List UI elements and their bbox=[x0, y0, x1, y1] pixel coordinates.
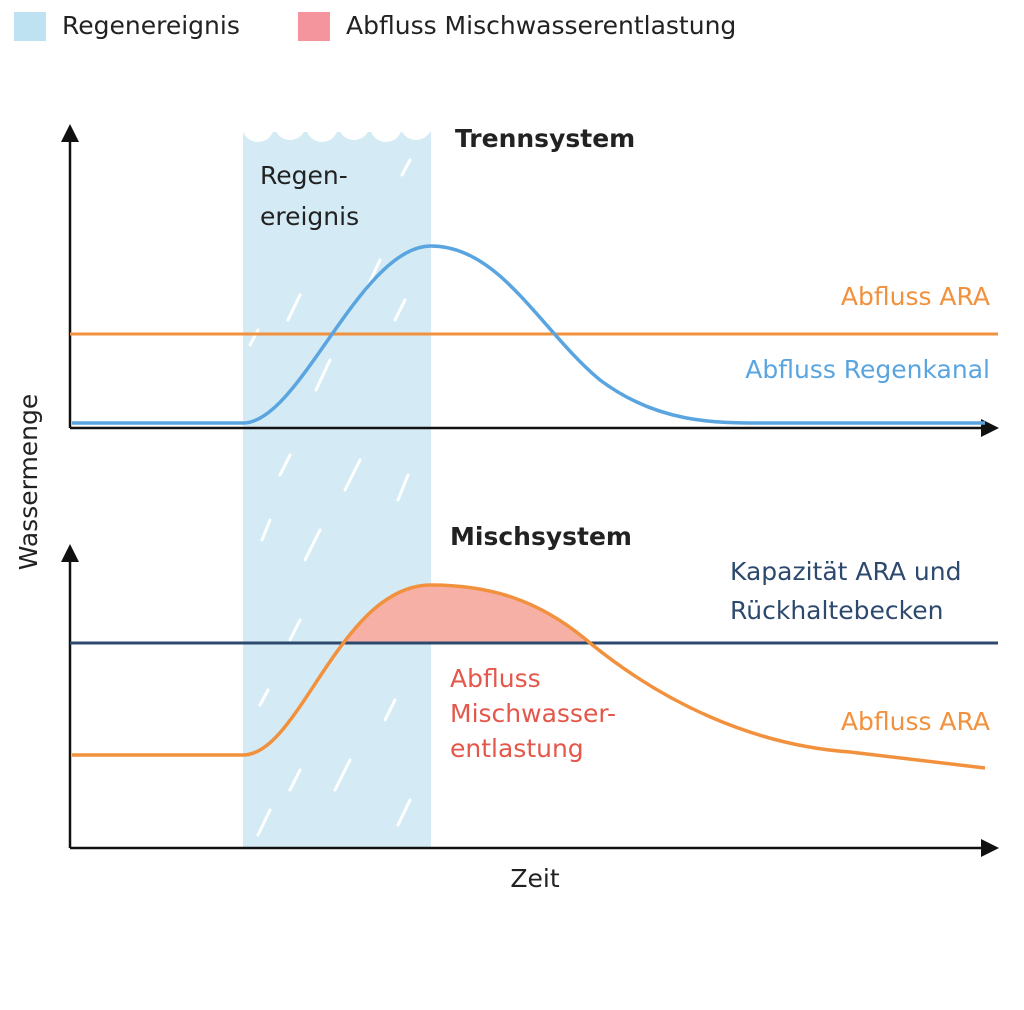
rain-label: Regen- bbox=[260, 161, 348, 190]
panel-title: Mischsystem bbox=[450, 522, 632, 551]
rain-band bbox=[243, 132, 431, 848]
ara-flow-curve bbox=[72, 583, 986, 770]
curve-label: Abfluss Regenkanal bbox=[745, 355, 990, 384]
rain-channel-curve bbox=[72, 244, 985, 425]
rain-streaks bbox=[248, 158, 412, 837]
capacity-label: Rückhaltebecken bbox=[730, 596, 943, 625]
panel-title: Trennsystem bbox=[455, 124, 635, 153]
rain-label: ereignis bbox=[260, 202, 359, 231]
overflow-label: Mischwasser- bbox=[450, 699, 616, 728]
capacity-label: Kapazität ARA und bbox=[730, 557, 961, 586]
overflow-label: Abfluss bbox=[450, 664, 541, 693]
legend-label: Abfluss Mischwasserentlastung bbox=[346, 11, 736, 40]
x-axis-label: Zeit bbox=[510, 864, 559, 893]
cloud-edge bbox=[242, 108, 432, 142]
axes bbox=[68, 138, 988, 850]
axis-arrows bbox=[61, 124, 999, 857]
curve-label: Abfluss ARA bbox=[841, 707, 990, 736]
legend-swatch bbox=[14, 12, 46, 41]
legend-swatch bbox=[298, 12, 330, 41]
legend-label: Regenereignis bbox=[62, 11, 240, 40]
y-axis-label: Wassermenge bbox=[14, 394, 43, 571]
overflow-area bbox=[343, 585, 590, 643]
curve-label: Abfluss ARA bbox=[841, 282, 990, 311]
overflow-label: entlastung bbox=[450, 734, 584, 763]
